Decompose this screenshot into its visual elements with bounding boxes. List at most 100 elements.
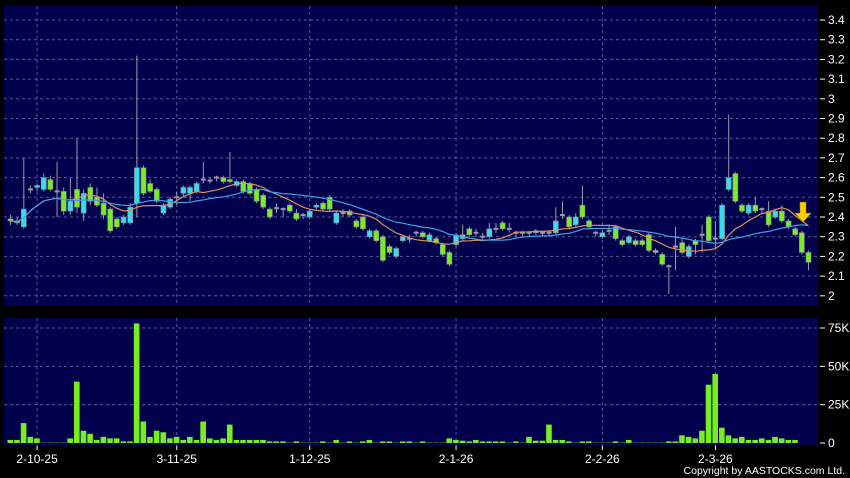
candle-body	[187, 187, 193, 194]
candle	[274, 203, 279, 214]
candle-body	[107, 208, 114, 232]
volume-bar	[719, 427, 725, 443]
candle-body	[393, 248, 400, 257]
candle-body	[480, 235, 486, 238]
volume-bar	[120, 441, 127, 443]
candle-body	[333, 212, 340, 224]
candle-body	[699, 233, 705, 236]
candle-body	[606, 229, 612, 232]
candle-body	[120, 216, 127, 224]
y-tick-label: 3.2	[828, 52, 845, 66]
volume-bar	[100, 436, 107, 443]
volume-bar	[220, 438, 226, 443]
candle-body	[526, 231, 532, 234]
candle-body	[300, 214, 306, 217]
volume-bar	[692, 438, 699, 443]
volume-bar	[200, 421, 206, 443]
volume-bar	[207, 438, 213, 443]
candle-body	[80, 193, 87, 214]
candle-body	[34, 185, 40, 188]
volume-bar	[725, 435, 732, 443]
volume-bar	[233, 439, 240, 443]
candle	[100, 193, 107, 219]
y-tick-label: 75K	[828, 321, 849, 335]
candle	[559, 201, 565, 219]
candle-body	[227, 179, 233, 182]
moving-averages	[10, 182, 809, 252]
volume-bar	[439, 442, 446, 444]
candle	[739, 203, 745, 214]
volume-bar	[579, 441, 585, 443]
volume-bar	[712, 374, 718, 443]
candle	[659, 252, 666, 267]
volume-bar	[705, 384, 712, 443]
candle	[759, 207, 765, 214]
candle-body	[719, 204, 725, 239]
volume-bar	[160, 432, 167, 443]
candle-body	[712, 237, 718, 240]
candle-body	[745, 204, 752, 214]
price-y-axis: 2 2.1 2.2 2.3 2.4 2.5 2.6 2.7 2.8 2.9 3 3.1 3.2 3.3 3.…	[820, 13, 845, 303]
volume-bar	[253, 439, 260, 443]
candle	[333, 211, 340, 225]
volume-bar	[386, 441, 393, 443]
volume-bar	[127, 441, 133, 443]
price-panel: 2 2.1 2.2 2.3 2.4 2.5 2.6 2.7 2.8 2.9 3 3.1 3.2 3.3 3.…	[4, 6, 845, 306]
candle	[626, 234, 632, 245]
volume-bar	[353, 442, 359, 444]
candle	[453, 232, 459, 247]
candle-body	[499, 222, 506, 230]
volume-bar	[492, 441, 499, 443]
candle-body	[546, 231, 552, 234]
candle-body	[220, 177, 227, 182]
candle-body	[765, 210, 772, 226]
volume-bar	[785, 439, 792, 443]
candle	[386, 244, 393, 255]
candle	[685, 244, 692, 259]
candle-body	[586, 220, 592, 228]
candle-body	[759, 208, 765, 211]
candle-body	[147, 183, 153, 192]
volume-bar	[260, 439, 266, 443]
candle	[227, 151, 233, 184]
candle	[612, 224, 619, 241]
candle	[419, 230, 426, 239]
candle	[120, 215, 127, 225]
candle-body	[326, 197, 333, 210]
volume-bar	[14, 439, 20, 443]
candle-body	[366, 230, 373, 237]
candle	[446, 250, 453, 267]
candle	[127, 203, 133, 225]
candle	[320, 201, 326, 212]
candle	[579, 185, 586, 219]
candle	[619, 238, 626, 247]
volume-bar	[413, 442, 419, 444]
x-tick-label: 2-10-25	[16, 452, 58, 466]
candle-body	[293, 212, 300, 220]
candle-body	[593, 231, 599, 234]
candle-body	[313, 204, 320, 208]
candle	[772, 209, 779, 219]
volume-bar	[486, 441, 492, 443]
y-tick-label: 2.3	[828, 230, 845, 244]
volume-plot-area	[4, 318, 818, 446]
volume-bar	[699, 430, 705, 443]
y-tick-label: 3	[828, 92, 835, 106]
y-tick-label: 2	[828, 289, 835, 303]
y-tick-label: 2.7	[828, 151, 845, 165]
candle-body	[506, 227, 512, 230]
candle-body	[400, 236, 406, 241]
candle-body	[260, 195, 267, 208]
candle	[40, 173, 47, 192]
candle	[114, 217, 120, 229]
volume-bar	[346, 441, 353, 443]
ma-fast-line	[10, 182, 809, 252]
candle-body	[673, 245, 678, 248]
y-tick-label: 50K	[828, 359, 849, 373]
volume-bar	[34, 438, 40, 443]
y-tick-label: 2.6	[828, 171, 845, 185]
volume-bar	[559, 439, 566, 443]
candle-body	[705, 216, 712, 241]
volume-bar	[306, 442, 313, 444]
